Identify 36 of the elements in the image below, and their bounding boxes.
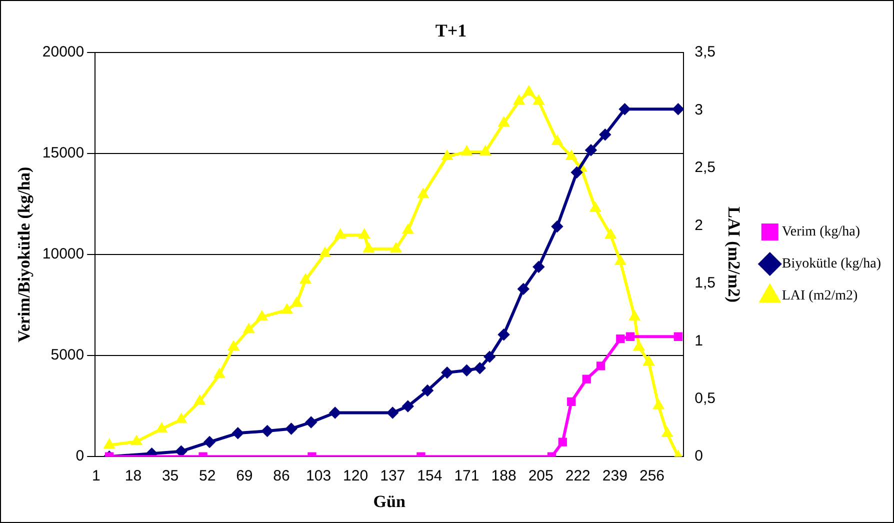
y2-tick-label: 1 — [694, 332, 703, 350]
y2-tick-label: 1,5 — [694, 274, 716, 292]
x-tick-label: 35 — [162, 468, 179, 485]
y2-tick-label: 2,5 — [694, 159, 716, 176]
x-tick-label: 103 — [306, 468, 332, 485]
x-tick-label: 86 — [273, 468, 290, 485]
x-tick-label: 137 — [380, 468, 406, 485]
legend-label: Biyokütle (kg/ha) — [782, 256, 882, 272]
x-tick-label: 18 — [124, 468, 142, 485]
y-tick-label: 10000 — [42, 246, 84, 263]
y2-tick-label: 0,5 — [694, 390, 716, 408]
legend-label: LAI (m2/m2) — [782, 288, 858, 304]
x-tick-label: 171 — [454, 468, 480, 485]
chart-title: T+1 — [435, 20, 467, 40]
x-tick-label: 205 — [528, 468, 554, 485]
legend-label: Verim (kg/ha) — [782, 224, 860, 240]
x-tick-label: 1 — [92, 468, 100, 485]
y2-tick-label: 2 — [694, 216, 703, 234]
y-tick-label: 20000 — [42, 44, 84, 61]
x-tick-label: 188 — [491, 468, 516, 485]
y-tick-label: 5000 — [50, 346, 84, 364]
y2-tick-label: 3,5 — [694, 44, 716, 61]
y-tick-label: 0 — [76, 448, 84, 465]
x-axis-title: Gün — [373, 492, 406, 512]
y2-tick-label: 3 — [694, 101, 703, 118]
x-tick-label: 52 — [199, 468, 216, 485]
x-tick-label: 256 — [639, 468, 665, 485]
y-axis-title: Verim/Biyokütle (kg/ha) — [14, 166, 34, 342]
y-tick-label: 15000 — [42, 144, 84, 162]
x-tick-label: 69 — [236, 468, 253, 485]
x-tick-label: 154 — [417, 468, 442, 485]
x-tick-label: 222 — [565, 468, 590, 485]
y2-axis-title: LAI (m2/m2) — [724, 206, 744, 303]
y2-tick-label: 0 — [694, 448, 703, 465]
x-tick-label: 120 — [343, 468, 368, 485]
x-tick-label: 239 — [602, 468, 628, 485]
